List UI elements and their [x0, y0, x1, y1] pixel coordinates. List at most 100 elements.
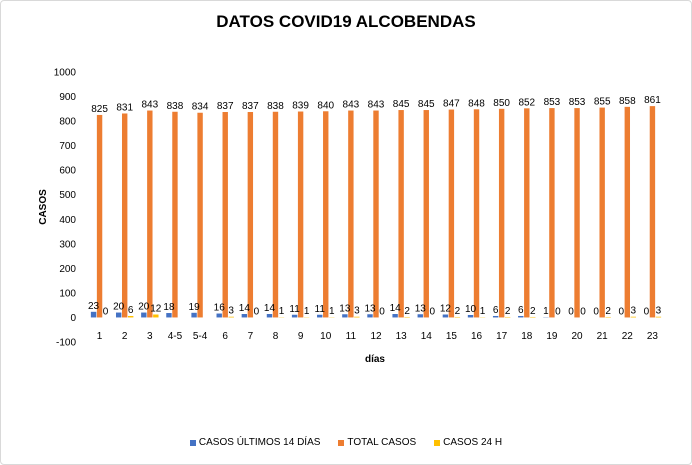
bar — [448, 109, 455, 318]
bar — [518, 315, 524, 318]
bar — [599, 107, 605, 318]
data-label: 1 — [329, 306, 335, 317]
bar — [172, 111, 178, 318]
data-label: 0 — [379, 306, 385, 317]
bar — [392, 314, 398, 318]
legend-swatch — [338, 439, 345, 446]
data-label: 838 — [167, 101, 184, 112]
data-label: 16 — [214, 303, 226, 314]
bar — [473, 109, 480, 318]
x-tick-label: 6 — [222, 331, 228, 342]
bar — [222, 112, 228, 318]
x-tick-label: 21 — [597, 331, 609, 342]
bar — [398, 110, 404, 318]
legend-label: TOTAL CASOS — [347, 437, 417, 448]
data-label: 837 — [242, 101, 259, 112]
x-tick-label: 15 — [446, 331, 458, 342]
bar — [492, 315, 499, 318]
bar — [630, 316, 637, 318]
data-label: 847 — [443, 99, 460, 110]
data-label: 2 — [455, 306, 461, 317]
data-label: 6 — [493, 305, 499, 316]
y-tick-label: 500 — [59, 190, 76, 201]
data-label: 852 — [518, 97, 535, 108]
bar — [317, 314, 323, 318]
data-label: 11 — [315, 304, 326, 315]
legend-swatch — [434, 439, 441, 446]
data-label: 6 — [128, 305, 134, 316]
x-tick-label: 10 — [320, 331, 332, 342]
bar — [121, 113, 128, 318]
data-label: 834 — [192, 102, 209, 113]
data-label: 858 — [619, 96, 636, 107]
data-label: 20 — [138, 302, 150, 313]
data-label: 14 — [239, 303, 251, 314]
x-tick-label: 1 — [97, 331, 103, 342]
bar — [291, 314, 298, 318]
bar — [90, 311, 97, 318]
bar — [624, 106, 631, 318]
bar — [574, 108, 580, 318]
bar — [96, 114, 103, 318]
y-tick-label: -100 — [56, 338, 76, 349]
chart-title: DATOS COVID19 ALCOBENDAS — [216, 12, 476, 31]
data-label: 0 — [254, 306, 260, 317]
y-tick-label: 900 — [59, 92, 76, 103]
data-label: 853 — [569, 97, 586, 108]
data-label: 3 — [631, 306, 637, 317]
y-tick-label: 700 — [59, 141, 76, 152]
bar — [247, 112, 254, 318]
data-label: 831 — [116, 102, 133, 113]
data-label: 843 — [368, 100, 385, 111]
x-tick-label: 17 — [496, 331, 508, 342]
data-label: 12 — [150, 304, 162, 315]
data-label: 855 — [594, 97, 611, 108]
data-label: 840 — [317, 100, 334, 111]
x-tick-label: 4-5 — [168, 331, 183, 342]
bar — [266, 314, 273, 318]
x-tick-label: 19 — [546, 331, 558, 342]
data-label: 837 — [217, 101, 234, 112]
data-label: 850 — [493, 98, 510, 109]
data-label: 848 — [468, 98, 485, 109]
data-label: 10 — [465, 304, 477, 315]
bar — [342, 314, 348, 318]
y-axis-label: CASOS — [38, 189, 49, 225]
bar — [272, 111, 279, 318]
data-label: 19 — [189, 302, 201, 313]
y-tick-label: 200 — [59, 264, 76, 275]
bar — [417, 314, 423, 318]
data-label: 0 — [429, 306, 435, 317]
data-label: 0 — [580, 306, 586, 317]
data-label: 13 — [339, 303, 351, 314]
x-tick-label: 7 — [248, 331, 254, 342]
y-tick-label: 600 — [59, 166, 76, 177]
bar — [115, 312, 122, 318]
bar — [297, 111, 304, 318]
data-label: 13 — [415, 303, 427, 314]
data-label: 2 — [404, 306, 410, 317]
x-tick-label: 14 — [421, 331, 433, 342]
x-tick-label: 8 — [273, 331, 279, 342]
data-label: 11 — [289, 304, 300, 315]
data-label: 12 — [440, 304, 452, 315]
data-label: 1 — [480, 306, 486, 317]
bar — [442, 314, 449, 318]
legend-label: CASOS ÚLTIMOS 14 DÍAS — [198, 437, 321, 448]
data-label: 843 — [343, 100, 360, 111]
x-tick-label: 22 — [622, 331, 634, 342]
data-label: 845 — [393, 99, 410, 110]
data-label: 3 — [354, 306, 360, 317]
bar — [423, 110, 429, 318]
chart-legend: CASOS ÚLTIMOS 14 DÍAS TOTAL CASOS CASOS … — [0, 437, 692, 448]
data-label: 1 — [304, 306, 310, 317]
bar — [348, 110, 354, 318]
x-tick-label: 5-4 — [193, 331, 208, 342]
y-tick-label: 300 — [59, 239, 76, 250]
x-tick-label: 3 — [147, 331, 153, 342]
bar — [649, 106, 656, 318]
data-label: 1 — [279, 306, 285, 317]
legend-label: CASOS 24 H — [443, 437, 503, 448]
bar — [323, 111, 329, 318]
x-tick-label: 16 — [471, 331, 483, 342]
